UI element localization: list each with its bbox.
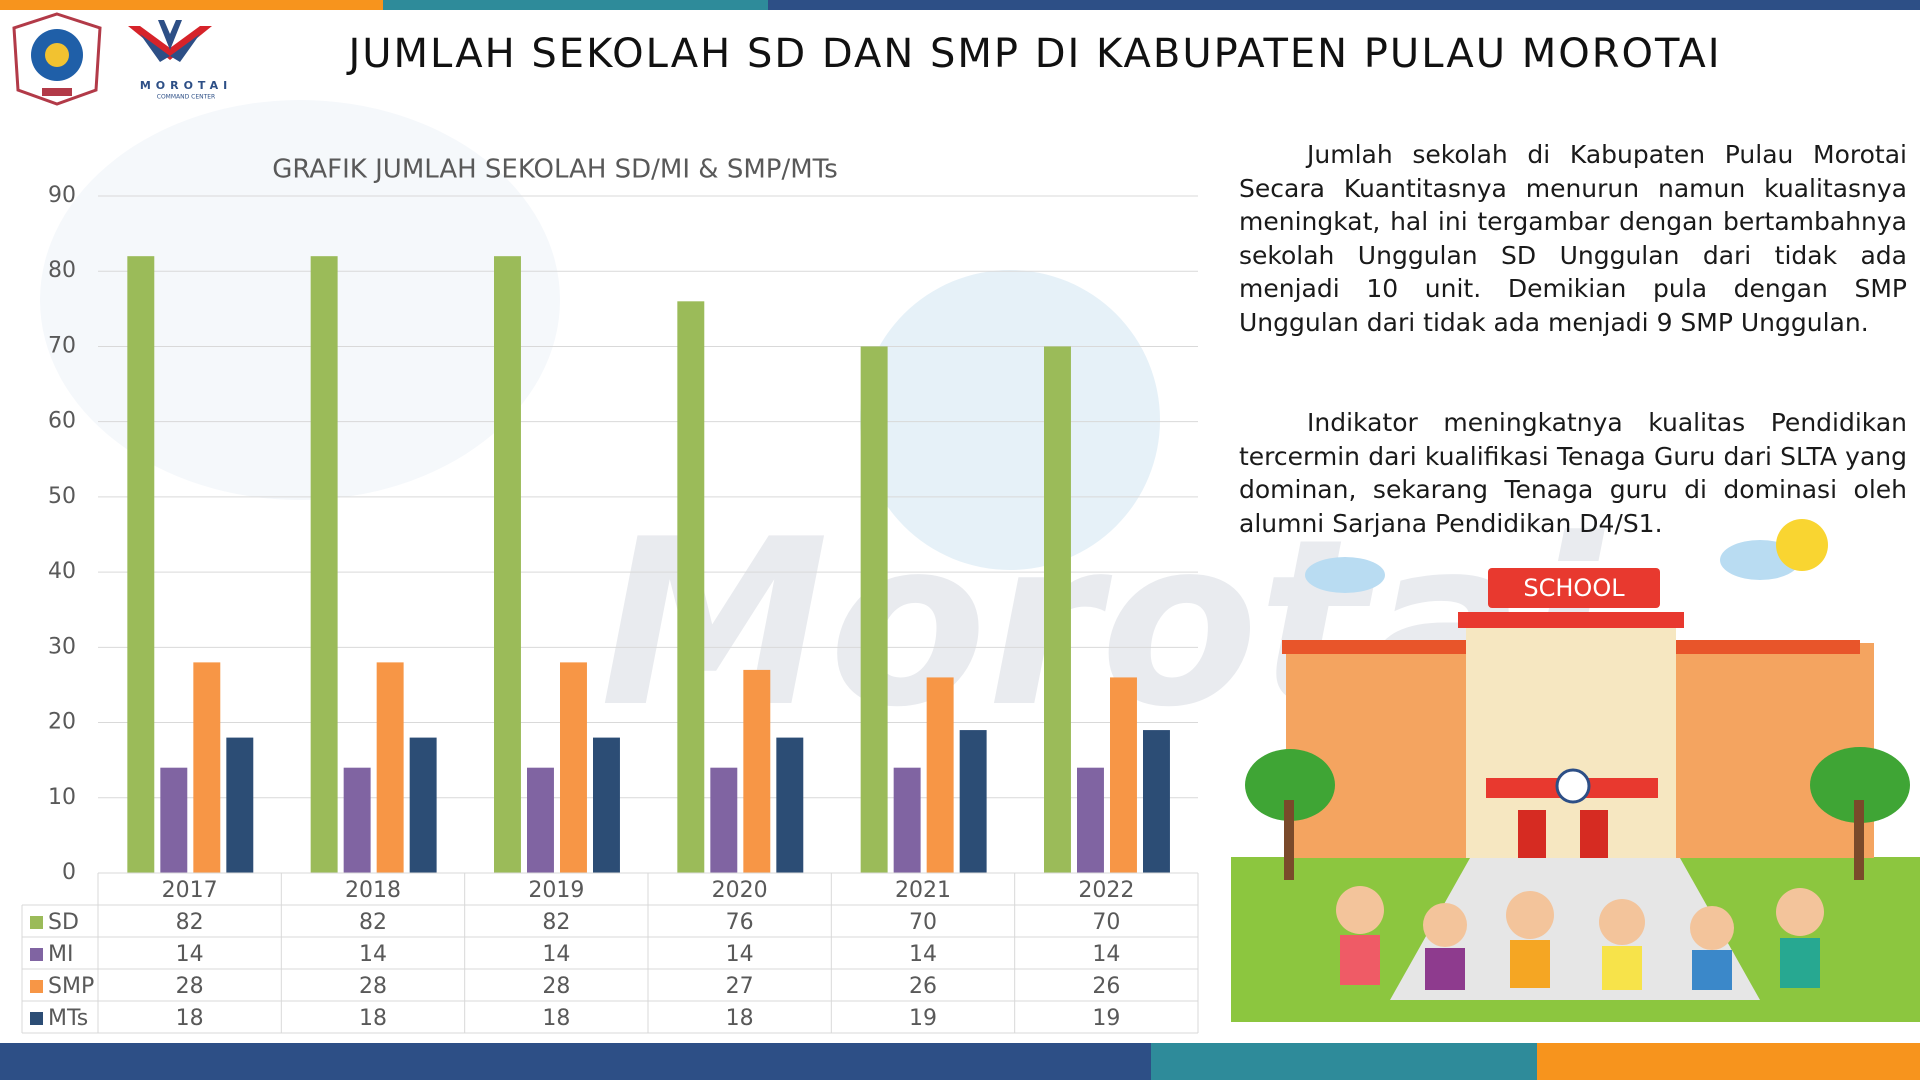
logo-subtitle: COMMAND CENTER	[157, 94, 215, 101]
table-value: 19	[1092, 1006, 1120, 1031]
y-tick-label: 70	[48, 333, 76, 358]
table-value: 76	[726, 910, 754, 935]
table-value: 14	[542, 942, 570, 967]
top-bar	[383, 0, 768, 10]
bar	[860, 346, 888, 873]
x-tick-label: 2021	[895, 878, 951, 903]
bar	[376, 662, 404, 873]
bar	[226, 737, 254, 873]
x-tick-label: 2020	[712, 878, 768, 903]
y-tick-label: 40	[48, 559, 76, 584]
bar	[127, 256, 155, 874]
legend-label: SMP	[48, 974, 94, 999]
bar	[494, 256, 521, 874]
table-value: 14	[726, 942, 754, 967]
legend-swatch	[30, 948, 43, 961]
bar	[926, 677, 954, 873]
school-sign: SCHOOL	[1523, 574, 1625, 602]
legend-swatch	[30, 980, 43, 993]
bar	[710, 767, 738, 873]
table-value: 18	[726, 1006, 754, 1031]
bottom-bar	[1537, 1043, 1920, 1080]
bar	[893, 767, 921, 873]
bottom-bar	[1151, 1043, 1537, 1080]
y-tick-label: 30	[48, 634, 76, 659]
top-bar	[0, 0, 383, 10]
bar	[560, 662, 587, 873]
bar	[959, 730, 987, 873]
bar	[527, 767, 554, 873]
paragraph: Indikator meningkatnya kualitas Pendidik…	[1239, 408, 1907, 538]
y-tick-label: 90	[48, 183, 76, 208]
table-value: 26	[1092, 974, 1120, 999]
table-value: 18	[359, 1006, 387, 1031]
legend-swatch	[30, 1012, 43, 1025]
bar	[1143, 730, 1170, 873]
x-tick-label: 2017	[162, 878, 218, 903]
legend-label: MTs	[48, 1006, 88, 1031]
table-value: 82	[542, 910, 570, 935]
y-tick-label: 80	[48, 258, 76, 283]
table-value: 82	[176, 910, 204, 935]
table-value: 14	[909, 942, 937, 967]
y-tick-label: 50	[48, 484, 76, 509]
bar	[310, 256, 338, 874]
table-value: 19	[909, 1006, 937, 1031]
bar	[1044, 346, 1071, 873]
table-value: 28	[176, 974, 204, 999]
y-tick-label: 60	[48, 409, 76, 434]
bar	[743, 669, 771, 873]
table-value: 14	[176, 942, 204, 967]
table-value: 70	[1092, 910, 1120, 935]
bar	[1077, 767, 1104, 873]
table-value: 14	[1092, 942, 1120, 967]
bg-shape	[860, 270, 1160, 570]
paragraph: Jumlah sekolah di Kabupaten Pulau Morota…	[1239, 140, 1907, 337]
bar	[593, 737, 620, 873]
table-value: 28	[542, 974, 570, 999]
bar	[343, 767, 371, 873]
table-value: 28	[359, 974, 387, 999]
legend-label: SD	[48, 910, 79, 935]
bar	[193, 662, 221, 873]
regency-logo	[12, 12, 102, 106]
y-tick-label: 10	[48, 785, 76, 810]
table-value: 27	[726, 974, 754, 999]
bottom-bar	[0, 1043, 1151, 1080]
y-tick-label: 20	[48, 710, 76, 735]
logo-name: MOROTAI	[140, 79, 232, 92]
table-value: 70	[909, 910, 937, 935]
table-value: 18	[542, 1006, 570, 1031]
legend-label: MI	[48, 942, 73, 967]
x-tick-label: 2022	[1078, 878, 1134, 903]
table-value: 82	[359, 910, 387, 935]
table-value: 26	[909, 974, 937, 999]
bg-shape	[40, 100, 560, 500]
y-tick-label: 0	[62, 860, 76, 885]
bar	[160, 767, 188, 873]
table-value: 18	[176, 1006, 204, 1031]
bar	[776, 737, 804, 873]
bar	[409, 737, 437, 873]
x-tick-label: 2019	[528, 878, 584, 903]
slide-title: JUMLAH SEKOLAH SD DAN SMP DI KABUPATEN P…	[345, 31, 1721, 77]
bar	[1110, 677, 1137, 873]
bar	[677, 301, 705, 873]
command-center-logo: MOROTAI COMMAND CENTER	[128, 20, 232, 101]
chart-title: GRAFIK JUMLAH SEKOLAH SD/MI & SMP/MTs	[272, 155, 838, 185]
x-tick-label: 2018	[345, 878, 401, 903]
school-illustration: SCHOOL	[1231, 519, 1920, 1022]
table-value: 14	[359, 942, 387, 967]
top-bar	[768, 0, 1920, 10]
legend-swatch	[30, 916, 43, 929]
